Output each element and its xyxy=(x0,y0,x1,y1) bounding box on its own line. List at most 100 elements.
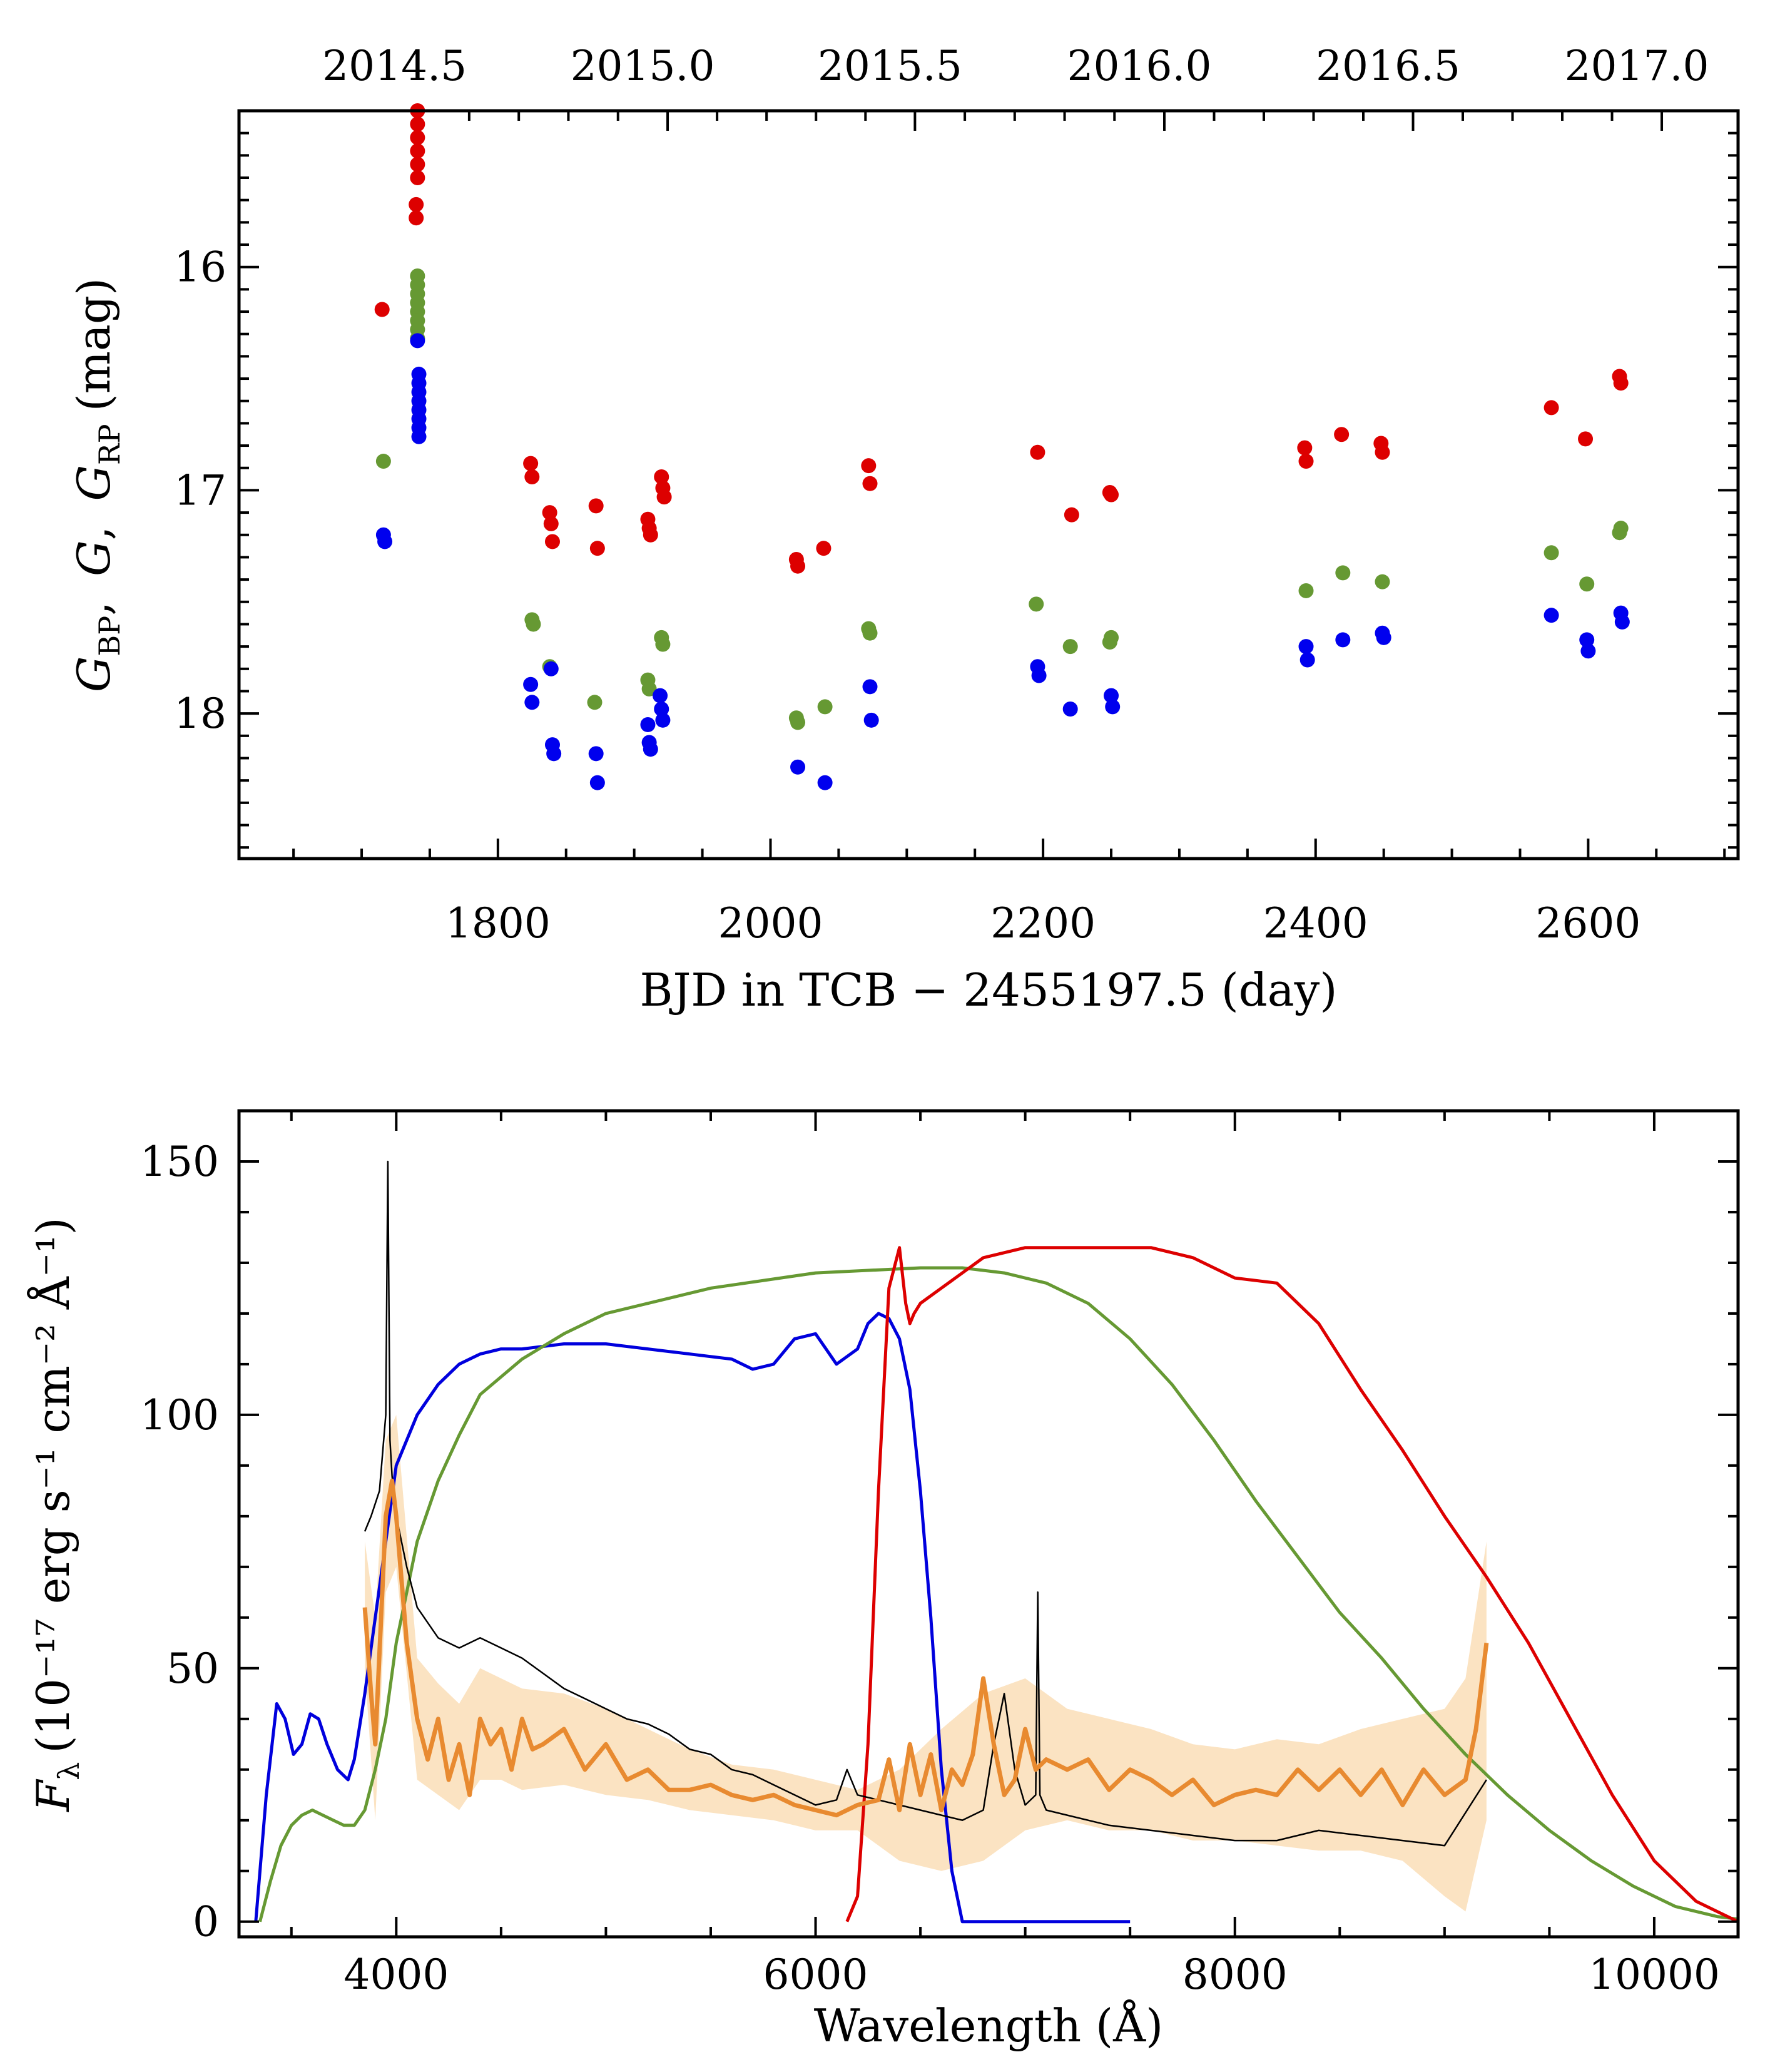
top-axis-label: 2017.0 xyxy=(1565,42,1709,90)
data-point xyxy=(374,302,390,317)
data-point xyxy=(816,541,832,556)
data-point xyxy=(1375,574,1390,589)
data-point xyxy=(790,558,806,574)
data-point xyxy=(654,702,669,717)
g-passband-curve xyxy=(258,1266,1739,1922)
x-tick-label: 4000 xyxy=(343,1951,449,1999)
spectrum-frame xyxy=(237,1109,1740,1939)
data-point xyxy=(643,742,658,757)
x-tick-label: 10000 xyxy=(1589,1951,1720,1999)
y-tick-label: 0 xyxy=(193,1898,219,1946)
data-point xyxy=(640,717,656,732)
y-tick-label: 100 xyxy=(140,1391,219,1439)
data-point xyxy=(1062,702,1078,717)
data-point xyxy=(1062,639,1078,655)
y-title-comma-1: , xyxy=(68,601,120,616)
data-point xyxy=(377,534,393,549)
spectrum-lines xyxy=(254,1160,1739,1924)
spectrum-y-axis-title: Fλ (10⁻¹⁷ erg s⁻¹ cm⁻² Å⁻¹) xyxy=(26,1217,86,1812)
data-point xyxy=(411,429,427,444)
data-point xyxy=(526,616,541,632)
data-point xyxy=(1544,400,1559,416)
data-point xyxy=(1334,427,1350,442)
top-axis-label: 2016.5 xyxy=(1316,42,1460,90)
data-point xyxy=(524,469,540,485)
data-point xyxy=(1104,688,1119,703)
data-point xyxy=(1579,576,1595,592)
spectrum-panel: 4000 6000 8000 10000 0 50 100 150 Wavelength (… xyxy=(26,1109,1740,2052)
data-point xyxy=(790,715,806,730)
top-axis-label: 2015.0 xyxy=(571,42,715,90)
y-tick-label: 17 xyxy=(174,466,226,514)
data-point xyxy=(1298,454,1314,469)
data-point xyxy=(544,534,560,549)
data-point xyxy=(656,489,672,505)
data-point xyxy=(589,775,605,790)
data-point xyxy=(410,156,425,172)
light-curve-y-tick-labels: 16 17 18 xyxy=(174,243,226,738)
light-curve-panel: 1800 2000 2200 2400 2600 2014.5 2015.0 2015.5 2… xyxy=(68,42,1740,1016)
data-point xyxy=(1298,583,1314,598)
data-point xyxy=(862,476,878,491)
uncertainty-band xyxy=(365,1414,1487,1912)
data-point xyxy=(1105,699,1121,715)
xp-spectrum-curve xyxy=(362,1478,1489,1818)
y-tick-label: 50 xyxy=(166,1645,219,1693)
data-point xyxy=(1064,507,1079,523)
light-curve-top-axis-labels: 2014.5 2015.0 2015.5 2016.0 2016.5 2017.0 xyxy=(322,42,1709,90)
data-point xyxy=(588,498,604,514)
top-axis-label: 2016.0 xyxy=(1067,42,1212,90)
spectrum-x-axis-title: Wavelength (Å) xyxy=(814,1999,1163,2052)
data-point xyxy=(1544,545,1559,561)
data-point xyxy=(524,695,540,710)
y-title-sub-bp: BP xyxy=(93,616,126,656)
data-point xyxy=(1298,639,1314,655)
observed-spectrum-curve xyxy=(364,1160,1487,1847)
x-tick-label: 8000 xyxy=(1182,1951,1288,1999)
y-title-var-1: G xyxy=(68,656,120,693)
data-point xyxy=(817,699,833,715)
y-tick-label: 16 xyxy=(174,243,226,292)
data-point xyxy=(409,210,424,226)
y-title-var-3: G xyxy=(68,465,120,501)
y-title-unit: (mag) xyxy=(68,278,120,411)
light-curve-x-tick-labels: 1800 2000 2200 2400 2600 xyxy=(445,899,1641,947)
rp-passband-curve xyxy=(845,1246,1739,1923)
x-tick-label: 2600 xyxy=(1535,899,1640,947)
data-point xyxy=(655,636,671,652)
data-point xyxy=(1335,565,1351,581)
light-curve-y-axis-title: GBP,G,GRP(mag) xyxy=(68,278,126,692)
data-point xyxy=(1580,643,1596,659)
y-title-sub-rp: RP xyxy=(93,424,126,465)
y-title-comma-2: , xyxy=(68,526,120,541)
data-point xyxy=(409,196,424,212)
y-tick-label: 150 xyxy=(140,1138,219,1186)
data-point xyxy=(654,469,669,485)
data-point xyxy=(1613,375,1629,391)
light-curve-ticks xyxy=(239,111,1738,859)
data-point xyxy=(1104,630,1119,645)
data-point xyxy=(1030,444,1045,460)
data-point xyxy=(862,625,878,641)
data-point xyxy=(655,712,671,728)
data-point xyxy=(1376,630,1391,645)
data-point xyxy=(1104,487,1119,503)
data-point xyxy=(1029,596,1044,612)
data-point xyxy=(410,116,425,132)
spectrum-x-tick-labels: 4000 6000 8000 10000 xyxy=(343,1951,1720,1999)
spectrum-uncertainty-band-group xyxy=(365,1414,1487,1912)
data-point xyxy=(588,746,604,762)
data-point xyxy=(543,661,559,676)
light-curve-x-axis-title: BJD in TCB − 2455197.5 (day) xyxy=(640,964,1338,1016)
data-point xyxy=(641,681,657,697)
data-point xyxy=(410,170,425,186)
data-point xyxy=(790,759,806,775)
data-point xyxy=(410,143,425,159)
data-point xyxy=(862,679,878,695)
data-point xyxy=(863,712,879,728)
y-title-var-2: G xyxy=(68,540,120,576)
light-curve-points xyxy=(374,103,1630,790)
top-axis-label: 2015.5 xyxy=(818,42,962,90)
data-point xyxy=(1579,632,1595,648)
